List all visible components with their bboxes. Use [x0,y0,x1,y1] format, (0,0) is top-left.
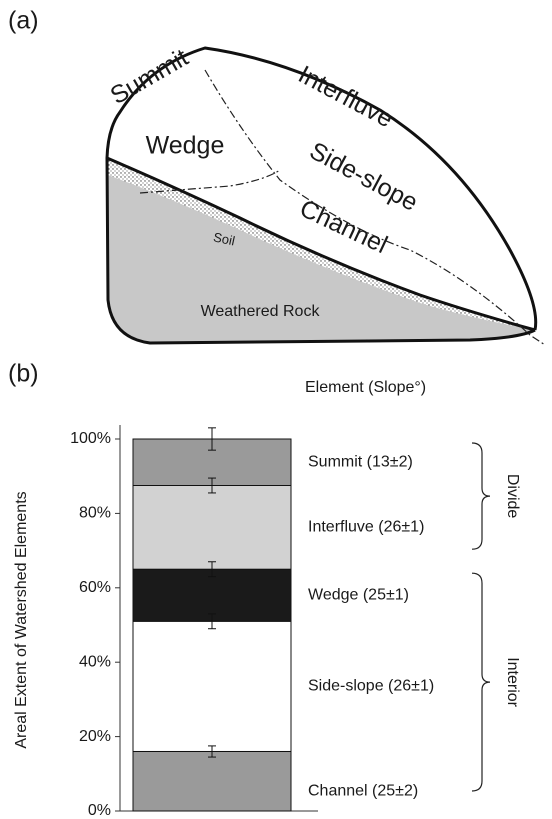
legend-label: Channel (25±2) [308,782,418,799]
legend-header: Element (Slope°) [305,379,426,396]
group-label: Interior [504,657,521,707]
y-tick-label: 60% [79,579,111,596]
group-brace [471,442,491,550]
diagram-label: Weathered Rock [201,303,321,320]
legend-label: Wedge (25±1) [308,586,409,603]
group-label: Divide [504,474,521,519]
diagram-label: Interfluve [294,60,398,133]
bar-segment [132,485,292,570]
bar-segment [132,750,292,812]
panel-label: (a) [8,7,39,35]
group-brace [471,572,491,792]
y-tick-label: 100% [70,430,111,447]
legend-label: Summit (13±2) [308,453,413,470]
legend-label: Side-slope (26±1) [308,678,434,695]
error-bar [208,745,216,758]
error-bar [208,613,216,630]
error-bar [208,477,216,494]
y-axis-label: Areal Extent of Watershed Elements [13,491,30,748]
error-bar [208,427,216,451]
bar-segment [132,620,292,752]
legend-label: Interfluve (26±1) [308,519,424,536]
panel-label: (b) [8,360,39,388]
bar-segment [132,568,292,622]
watershed-diagram [105,46,546,346]
y-tick-label: 40% [79,653,111,670]
diagram-label: Summit [106,43,193,110]
error-bar [208,561,216,578]
y-tick-label: 80% [79,505,111,522]
y-tick-label: 20% [79,728,111,745]
y-tick-label: 0% [88,802,111,819]
diagram-label: Wedge [146,132,225,160]
diagram-label: Soil [212,229,236,248]
